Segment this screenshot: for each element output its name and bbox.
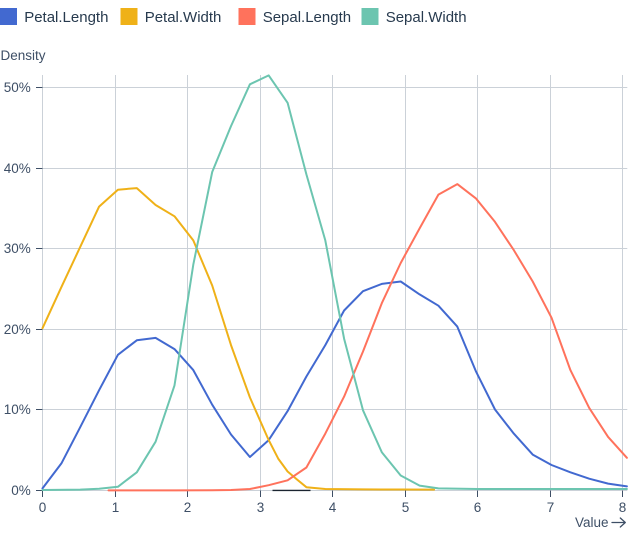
svg-text:2: 2 [184, 500, 192, 515]
svg-text:20%: 20% [4, 322, 31, 337]
svg-text:Sepal.Width: Sepal.Width [386, 9, 467, 26]
svg-text:Density: Density [1, 48, 46, 63]
svg-text:40%: 40% [4, 161, 31, 176]
svg-text:4: 4 [329, 500, 337, 515]
svg-text:30%: 30% [4, 241, 31, 256]
svg-text:0%: 0% [11, 483, 31, 498]
svg-text:0: 0 [39, 500, 47, 515]
svg-text:50%: 50% [4, 80, 31, 95]
svg-text:3: 3 [257, 500, 265, 515]
svg-text:8: 8 [619, 500, 627, 515]
svg-text:1: 1 [112, 500, 120, 515]
svg-text:Petal.Length: Petal.Length [24, 9, 108, 26]
svg-text:10%: 10% [4, 402, 31, 417]
svg-text:7: 7 [547, 500, 555, 515]
svg-text:Petal.Width: Petal.Width [145, 9, 222, 26]
svg-text:Sepal.Length: Sepal.Length [263, 9, 351, 26]
svg-text:Value: Value [575, 515, 609, 530]
svg-text:5: 5 [402, 500, 410, 515]
svg-text:6: 6 [474, 500, 482, 515]
